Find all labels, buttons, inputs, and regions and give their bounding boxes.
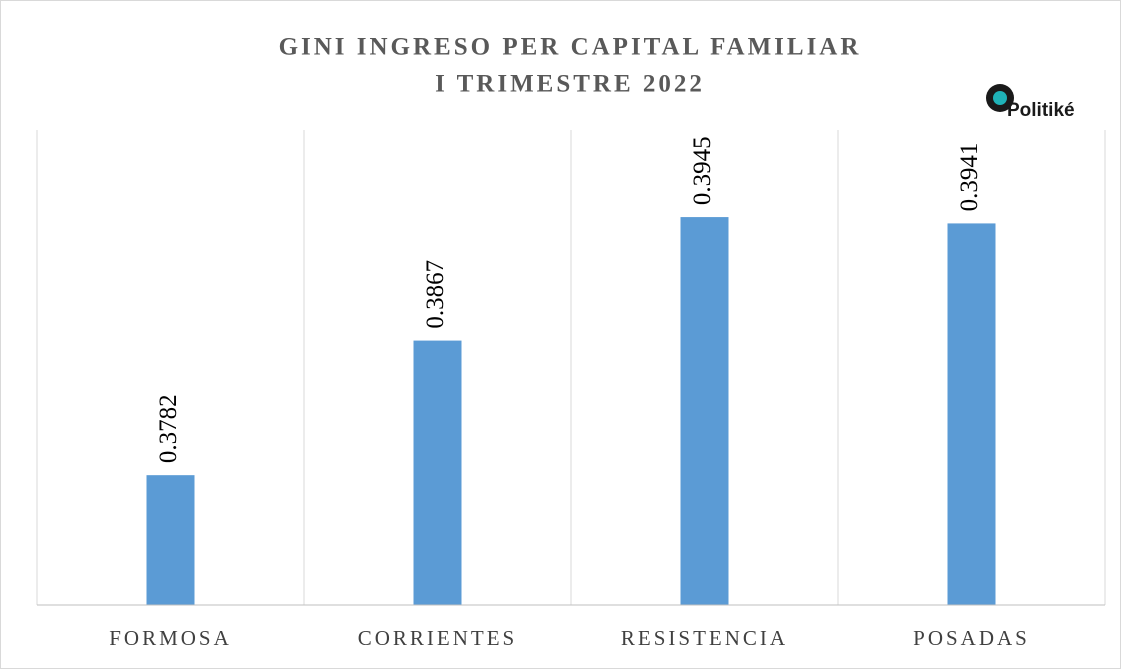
bar	[413, 340, 462, 605]
bar	[947, 223, 996, 605]
data-label: 0.3782	[155, 394, 182, 463]
bar	[146, 475, 195, 605]
data-label: 0.3941	[956, 143, 983, 212]
data-label: 0.3945	[689, 136, 716, 205]
logo-dot	[993, 91, 1007, 105]
bar	[680, 217, 729, 606]
x-tick-label: CORRIENTES	[358, 626, 518, 650]
chart-subtitle: I TRIMESTRE 2022	[435, 71, 705, 98]
x-tick-label: POSADAS	[913, 626, 1030, 650]
logo: Politiké	[968, 62, 1088, 130]
chart-title: GINI INGRESO PER CAPITAL FAMILIAR	[279, 34, 862, 61]
data-label: 0.3867	[422, 260, 449, 329]
x-tick-label: RESISTENCIA	[621, 626, 788, 650]
logo-text: Politiké	[1007, 100, 1075, 121]
x-tick-label: FORMOSA	[109, 626, 232, 650]
